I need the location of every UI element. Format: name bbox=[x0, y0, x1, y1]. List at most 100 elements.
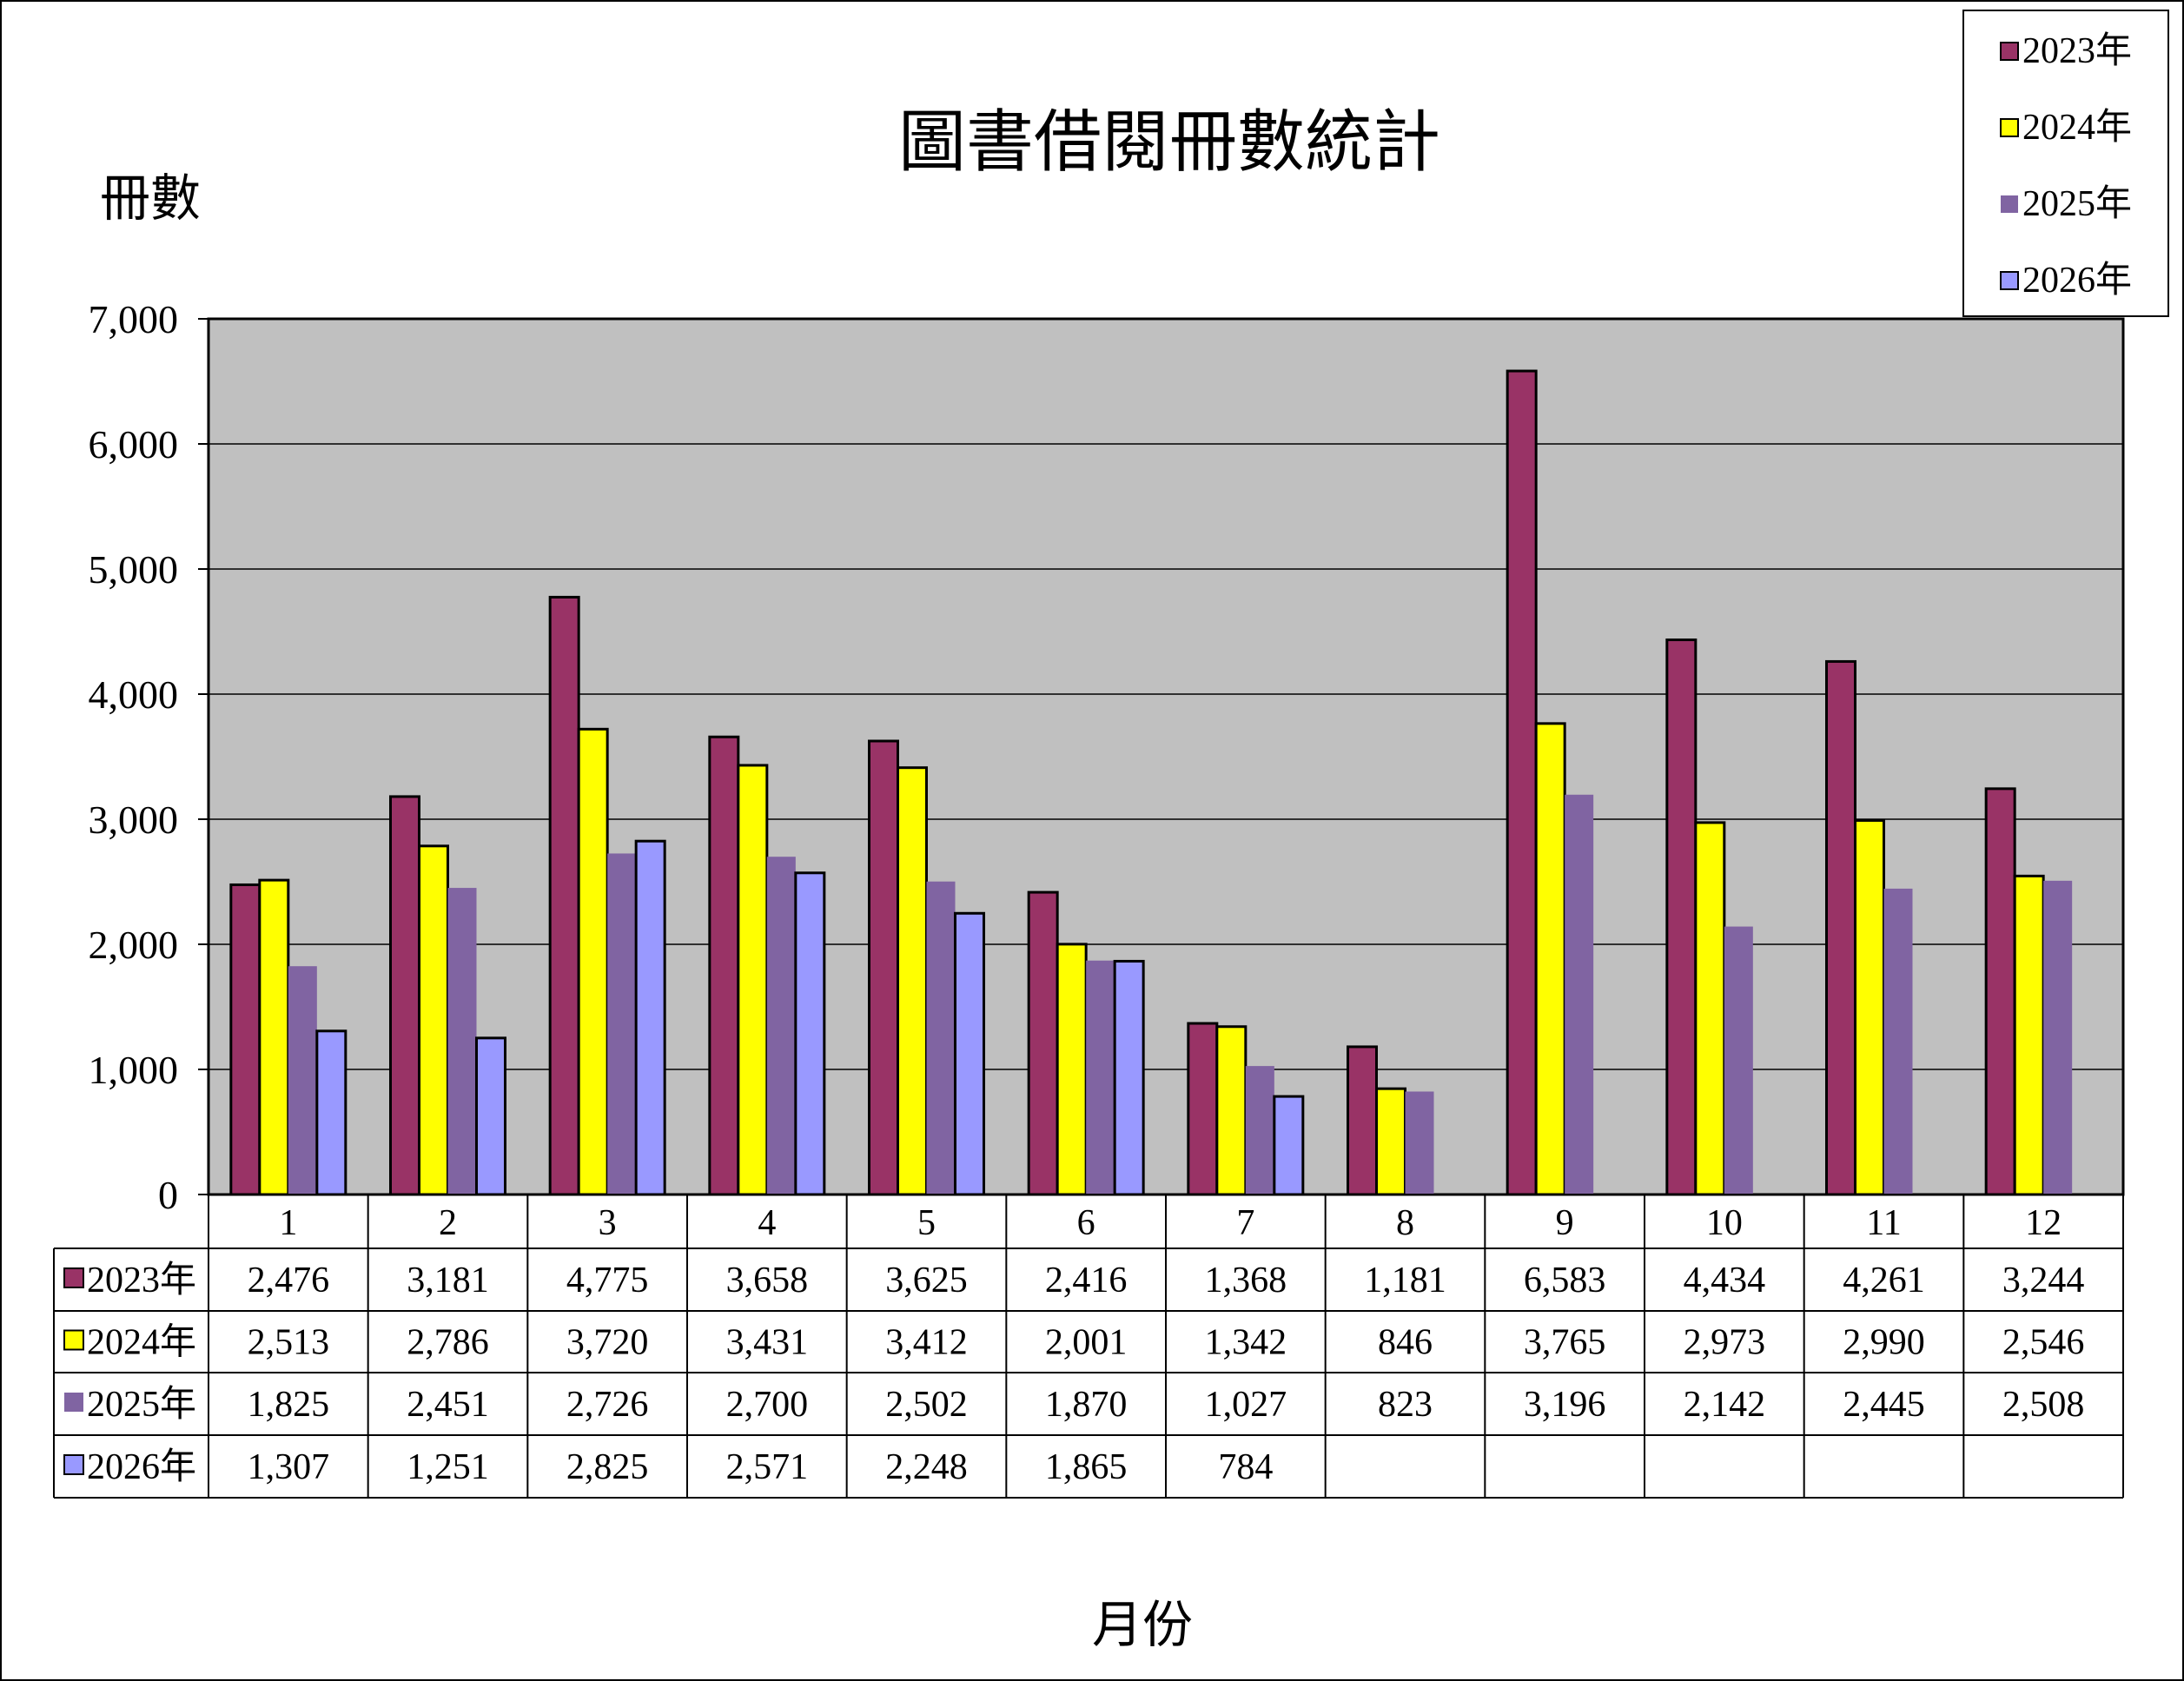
bar bbox=[926, 881, 956, 1195]
x-tick-label: 2 bbox=[439, 1203, 457, 1243]
bar bbox=[2013, 874, 2045, 1196]
bar bbox=[766, 857, 796, 1195]
x-tick-label: 8 bbox=[1396, 1203, 1414, 1243]
bar bbox=[1984, 787, 2016, 1196]
data-label: 2,990 bbox=[1843, 1323, 1925, 1363]
data-label: 2,513 bbox=[248, 1323, 330, 1363]
data-label: 2,786 bbox=[407, 1323, 489, 1363]
bar bbox=[1056, 943, 1088, 1196]
data-label: 6,583 bbox=[1524, 1261, 1606, 1300]
data-label: 3,196 bbox=[1524, 1385, 1606, 1425]
data-label: 2,248 bbox=[885, 1447, 968, 1487]
table-legend-key bbox=[63, 1329, 84, 1351]
bar bbox=[548, 595, 580, 1196]
y-tick-label: 5,000 bbox=[89, 547, 179, 592]
plot-area bbox=[207, 317, 2125, 1196]
bar bbox=[258, 878, 290, 1196]
bar bbox=[229, 883, 261, 1196]
bar bbox=[1883, 888, 1913, 1195]
bar bbox=[1113, 959, 1145, 1196]
bars bbox=[229, 369, 2073, 1196]
legend-key bbox=[2001, 195, 2018, 213]
bar bbox=[1375, 1087, 1406, 1196]
bar bbox=[1665, 639, 1698, 1196]
data-label: 2,726 bbox=[566, 1385, 649, 1425]
bar bbox=[794, 871, 826, 1196]
data-label: 2,502 bbox=[885, 1385, 968, 1425]
table-legend-key bbox=[63, 1454, 84, 1475]
data-label: 4,434 bbox=[1684, 1261, 1766, 1300]
bar bbox=[1825, 659, 1856, 1196]
x-tick-label: 1 bbox=[279, 1203, 297, 1243]
legend-label: 2024年 bbox=[2022, 107, 2132, 148]
table-series-name: 2023年 bbox=[87, 1260, 196, 1300]
bar bbox=[577, 727, 609, 1196]
bar bbox=[447, 888, 477, 1195]
x-tick-label: 10 bbox=[1706, 1203, 1743, 1243]
bar bbox=[1506, 369, 1538, 1196]
data-label: 1,342 bbox=[1205, 1323, 1287, 1363]
bar bbox=[1724, 926, 1753, 1195]
x-tick-label: 9 bbox=[1556, 1203, 1574, 1243]
bar bbox=[634, 839, 666, 1196]
data-label: 2,476 bbox=[248, 1261, 330, 1300]
bar bbox=[1086, 960, 1115, 1195]
data-label: 846 bbox=[1378, 1323, 1433, 1363]
bar bbox=[315, 1029, 347, 1196]
table-series-name: 2026年 bbox=[87, 1446, 196, 1487]
bar bbox=[708, 735, 740, 1196]
bar bbox=[1694, 821, 1726, 1196]
data-label: 2,546 bbox=[2002, 1323, 2085, 1363]
data-label: 2,571 bbox=[726, 1447, 809, 1487]
bar bbox=[1854, 818, 1885, 1196]
x-axis-label: 月份 bbox=[1092, 1595, 1193, 1654]
bar bbox=[418, 844, 449, 1196]
data-label: 1,251 bbox=[407, 1447, 489, 1487]
data-label: 3,765 bbox=[1524, 1323, 1606, 1363]
data-label: 3,625 bbox=[885, 1261, 968, 1300]
data-label: 1,027 bbox=[1205, 1385, 1287, 1425]
table-legend-key bbox=[63, 1267, 84, 1288]
bar bbox=[607, 853, 637, 1195]
data-label: 1,870 bbox=[1045, 1385, 1128, 1425]
legend-key bbox=[2000, 42, 2019, 61]
data-label: 4,775 bbox=[566, 1261, 649, 1300]
data-label: 823 bbox=[1378, 1385, 1433, 1425]
data-label: 3,431 bbox=[726, 1323, 809, 1363]
x-tick-label: 12 bbox=[2025, 1203, 2062, 1243]
data-label: 3,720 bbox=[566, 1323, 649, 1363]
bar bbox=[1347, 1045, 1378, 1196]
bar bbox=[868, 739, 899, 1196]
table-series-name: 2024年 bbox=[87, 1322, 196, 1363]
data-label: 2,451 bbox=[407, 1385, 489, 1425]
y-tick-label: 7,000 bbox=[89, 297, 179, 341]
bar bbox=[1534, 722, 1566, 1196]
bar bbox=[1215, 1025, 1248, 1196]
data-label: 4,261 bbox=[1843, 1261, 1925, 1300]
data-label: 3,181 bbox=[407, 1261, 489, 1300]
data-label: 2,700 bbox=[726, 1385, 809, 1425]
data-label: 3,412 bbox=[885, 1323, 968, 1363]
bar bbox=[1187, 1022, 1219, 1196]
bar bbox=[897, 766, 928, 1196]
x-tick-label: 11 bbox=[1866, 1203, 1901, 1243]
data-label: 1,825 bbox=[248, 1385, 330, 1425]
data-label: 1,865 bbox=[1045, 1447, 1128, 1487]
bar bbox=[1565, 794, 1594, 1195]
table-series-name: 2025年 bbox=[87, 1384, 196, 1425]
y-tick-label: 0 bbox=[158, 1173, 178, 1217]
data-label: 1,181 bbox=[1364, 1261, 1446, 1300]
legend-label: 2023年 bbox=[2022, 30, 2132, 71]
bar bbox=[1273, 1095, 1305, 1196]
bar bbox=[1245, 1066, 1274, 1195]
bar bbox=[288, 966, 317, 1195]
bar bbox=[2043, 880, 2073, 1195]
y-tick-label: 3,000 bbox=[89, 797, 179, 842]
data-label: 1,307 bbox=[248, 1447, 330, 1487]
data-label: 3,244 bbox=[2002, 1261, 2085, 1300]
x-tick-label: 7 bbox=[1236, 1203, 1254, 1243]
data-label: 2,508 bbox=[2002, 1385, 2085, 1425]
